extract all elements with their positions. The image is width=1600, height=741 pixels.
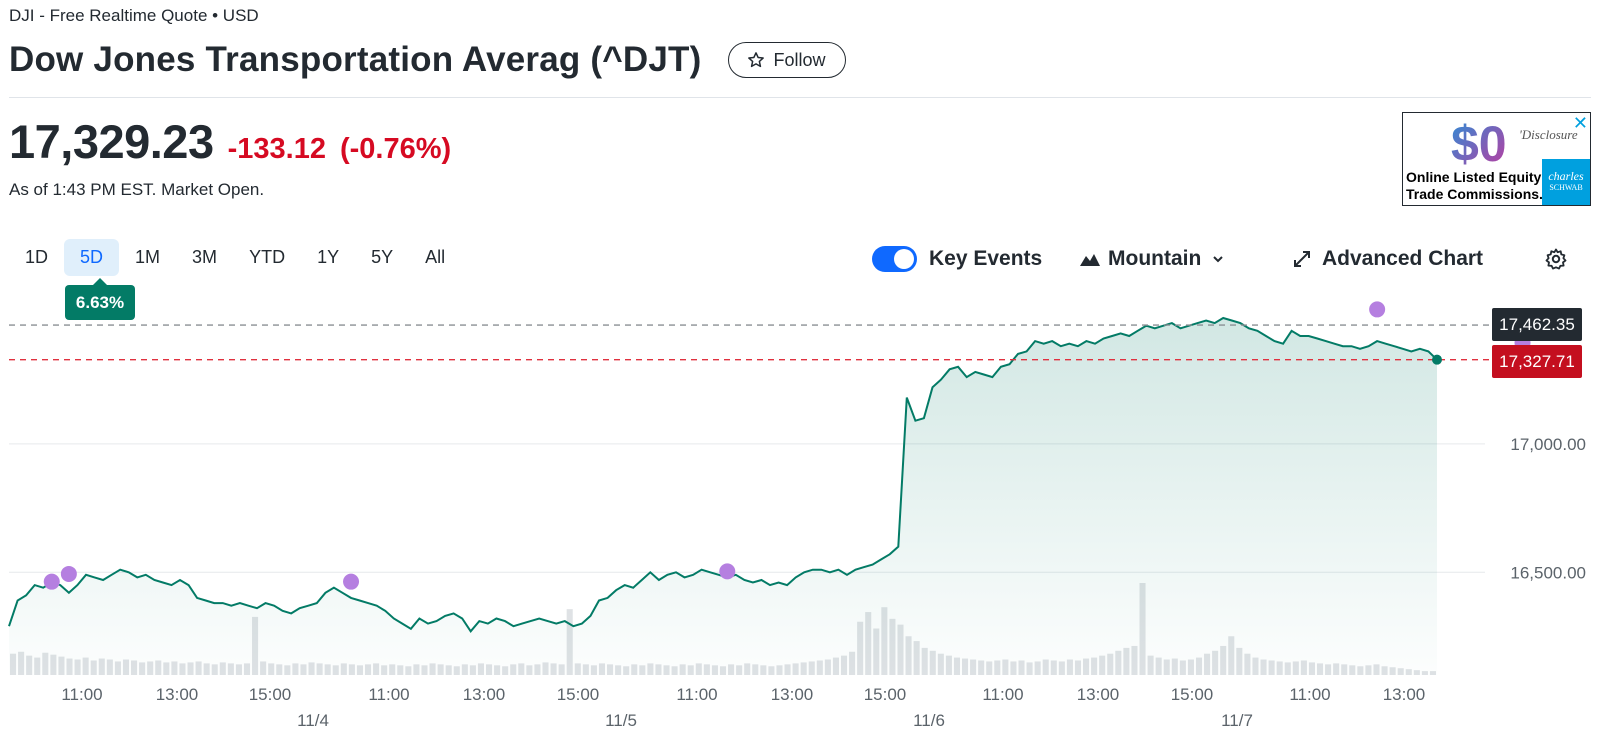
current-price-tag: 17,327.71 [1492, 345, 1582, 378]
x-axis-time-label: 15:00 [864, 685, 907, 704]
range-5d[interactable]: 5D [64, 239, 120, 276]
reference-price-tag: 17,462.35 [1492, 308, 1582, 341]
key-events-toggle[interactable]: Key Events [872, 240, 1042, 277]
ad-disclosure-link[interactable]: 'Disclosure [1519, 127, 1578, 142]
range-1y[interactable]: 1Y [317, 247, 340, 267]
x-axis-time-label: 13:00 [771, 685, 814, 704]
range-all[interactable]: All [425, 247, 446, 267]
x-axis-time-label: 13:00 [463, 685, 506, 704]
x-axis-time-label: 11:00 [1289, 685, 1330, 704]
x-axis-time-label: 11:00 [676, 685, 717, 704]
advanced-chart-label: Advanced Chart [1322, 246, 1484, 270]
price-change-percent: (-0.76%) [339, 133, 452, 165]
key-event-marker [343, 573, 360, 590]
range-1m[interactable]: 1M [135, 247, 161, 267]
chart-type-dropdown[interactable]: Mountain [1080, 240, 1225, 277]
x-axis-time-label: 11:00 [982, 685, 1023, 704]
range-selector: 1D 5D 1M 3M YTD 1Y 5Y All [9, 239, 461, 276]
range-ytd[interactable]: YTD [249, 247, 286, 267]
quote-source-line: DJI - Free Realtime Quote • USD [9, 6, 259, 25]
toggle-switch[interactable] [872, 245, 917, 272]
current-price: 17,329.23 [9, 115, 214, 168]
chart-type-label: Mountain [1108, 246, 1202, 270]
page-title: Dow Jones Transportation Averag (^DJT) [9, 40, 702, 79]
x-axis-time-label: 11:00 [368, 685, 409, 704]
key-event-marker [719, 563, 736, 580]
x-axis-day-label: 11/5 [605, 711, 637, 730]
range-3m[interactable]: 3M [192, 247, 218, 267]
ad-banner[interactable]: $0 'Disclosure ✕ Online Listed Equity Tr… [1402, 112, 1591, 206]
title-row: Dow Jones Transportation Averag (^DJT) F… [9, 40, 846, 80]
x-axis-time-label: 11:00 [61, 685, 102, 704]
range-5y[interactable]: 5Y [371, 247, 394, 267]
key-event-marker [1369, 301, 1386, 318]
range-1d[interactable]: 1D [25, 247, 49, 267]
range-change-badge: 6.63% [65, 278, 135, 320]
x-axis-time-label: 15:00 [1171, 685, 1214, 704]
key-events-label: Key Events [929, 246, 1043, 270]
ad-text: Online Listed Equity Trade Commissions. [1406, 169, 1543, 202]
close-icon[interactable]: ✕ [1572, 113, 1588, 133]
schwab-logo: charles SCHWAB [1542, 159, 1590, 205]
mountain-icon [1080, 253, 1100, 266]
expand-icon [1294, 250, 1310, 267]
gear-icon[interactable] [1544, 247, 1568, 271]
follow-label: Follow [773, 49, 826, 70]
key-event-marker [60, 565, 77, 582]
x-axis-time-label: 13:00 [1077, 685, 1120, 704]
x-axis-time-label: 13:00 [156, 685, 199, 704]
follow-button[interactable]: Follow [727, 42, 846, 78]
x-axis-day-label: 11/7 [1221, 711, 1253, 730]
advanced-chart-button[interactable]: Advanced Chart [1292, 240, 1483, 277]
header-divider [9, 97, 1591, 98]
x-axis-day-label: 11/4 [297, 711, 329, 730]
price-change: -133.12 [227, 133, 326, 165]
last-price-dot [1432, 354, 1442, 365]
key-event-marker [43, 573, 60, 590]
x-axis-time-label: 13:00 [1383, 685, 1426, 704]
ad-headline: $0 [1451, 116, 1507, 172]
star-icon [748, 52, 765, 68]
price-row: 17,329.23 -133.12 (-0.76%) [9, 114, 451, 169]
y-axis-label: 17,000.00 [1510, 435, 1586, 454]
price-area-fill [9, 318, 1437, 675]
as-of-timestamp: As of 1:43 PM EST. Market Open. [9, 180, 265, 199]
x-axis-time-label: 15:00 [249, 685, 292, 704]
y-axis-label: 16,500.00 [1510, 563, 1586, 582]
x-axis-time-label: 15:00 [557, 685, 600, 704]
chevron-down-icon [1213, 255, 1224, 262]
x-axis-day-label: 11/6 [913, 711, 945, 730]
